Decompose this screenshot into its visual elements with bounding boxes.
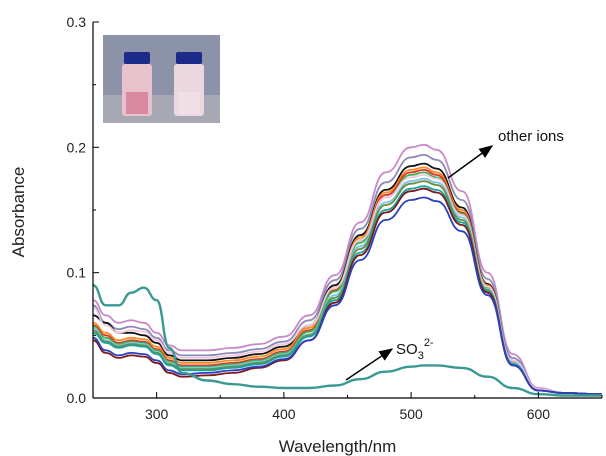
other-ions-arrow [447, 145, 494, 179]
series-line-11 [92, 196, 603, 396]
y-tick-label: 0.1 [67, 265, 87, 281]
series-line-1 [92, 153, 603, 396]
sulfite-label: SO32- [396, 337, 434, 362]
y-tick-label: 0.0 [67, 390, 87, 406]
axes: 300 400 500 600 0.0 0.1 0.2 0.3 Wavelength/nm Abs… [9, 14, 603, 456]
y-tick-label: 0.3 [67, 14, 87, 30]
series-line-12 [92, 284, 602, 397]
y-axis-title: Absorbance [9, 167, 28, 258]
x-tick-label: 600 [527, 406, 551, 422]
x-axis-title: Wavelength/nm [279, 437, 396, 456]
other-ions-label: other ions [498, 128, 564, 145]
sulfite-label-superscript: 2- [424, 337, 434, 349]
x-tick-label: 300 [145, 406, 169, 422]
spectra-series [92, 143, 603, 397]
vial-right-solution [178, 92, 200, 114]
vial-left-solution [126, 92, 148, 114]
x-tick-label: 400 [272, 406, 296, 422]
series-line-9 [92, 185, 603, 396]
vial-left-cap [124, 52, 150, 64]
x-tick-label: 500 [399, 406, 423, 422]
sulfite-label-main: SO [396, 341, 418, 358]
series-line-6 [92, 173, 603, 396]
y-tick-label: 0.2 [67, 139, 87, 155]
sulfite-label-subscript: 3 [418, 350, 424, 362]
sulfite-arrow [345, 348, 394, 381]
annotations: other ions SO32- [345, 128, 564, 381]
vial-right-cap [176, 52, 202, 64]
series-line-0 [92, 143, 603, 396]
vials-photo-inset [103, 35, 220, 123]
